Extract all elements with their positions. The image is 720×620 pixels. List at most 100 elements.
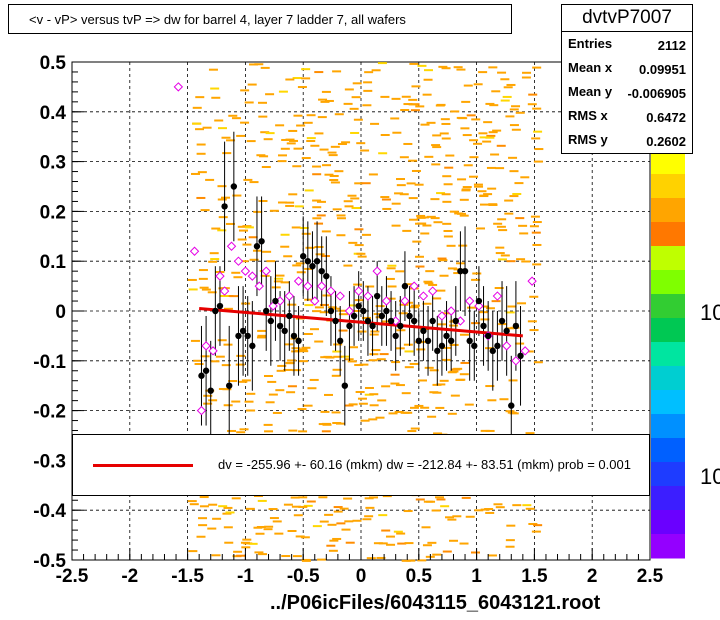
density-cell [361,182,371,185]
density-cell [368,418,378,421]
density-cell [386,543,396,546]
density-cell [508,156,518,159]
density-cell [362,104,372,107]
palette-swatch [651,486,685,511]
density-cell [294,205,304,208]
density-cell [474,509,484,512]
density-cell [386,267,396,270]
stats-row-mean-x: Mean x 0.09951 [562,56,692,80]
density-cell [264,430,274,433]
density-cell [529,225,539,228]
density-cell [445,516,455,519]
density-cell [404,350,414,353]
density-cell [303,504,313,507]
density-cell [312,206,322,209]
data-point [508,402,515,409]
density-cell [405,283,415,286]
density-cell [381,529,391,532]
diamond-point [527,276,537,286]
density-cell [207,527,217,530]
density-cell [410,109,420,112]
density-cell [208,399,218,402]
stats-label: Entries [568,36,613,51]
density-cell [307,387,317,390]
data-point [461,267,469,275]
density-cell [400,109,410,112]
density-cell [260,131,270,134]
density-cell [376,556,386,559]
density-cell [463,164,473,167]
density-cell [253,249,263,252]
density-cell [485,102,495,105]
density-cell [435,406,445,409]
density-cell [303,121,313,124]
density-cell [529,295,539,298]
x-tick-label: 2.5 [637,566,664,587]
density-cell [284,343,294,346]
density-cell [208,503,218,506]
density-cell [344,88,354,91]
density-cell [347,360,357,363]
density-cell [454,212,464,215]
density-cell [359,363,369,366]
diamond-point [233,256,244,266]
density-cell [306,500,316,503]
density-cell [224,541,234,544]
density-cell [496,144,506,147]
density-cell [439,379,449,382]
density-cell [293,114,303,117]
x-tick-label: -1.5 [171,566,204,587]
density-cell [491,300,501,303]
density-cell [486,166,496,169]
density-cell [201,288,211,291]
density-cell [208,68,218,71]
data-point [392,332,399,340]
density-cell [248,542,258,545]
density-cell [525,432,535,435]
density-cell [281,138,291,141]
density-cell [349,107,359,110]
density-cell [196,152,206,155]
density-cell [533,160,543,163]
density-cell [208,260,218,263]
density-cell [348,346,358,349]
density-cell [432,134,442,137]
density-cell [241,546,251,549]
density-cell [223,343,233,346]
density-cell [324,513,334,516]
density-cell [299,226,309,229]
data-point [466,337,473,345]
density-cell [442,175,452,178]
diamond-point [464,296,475,306]
density-cell [495,506,505,509]
diamond-point [215,271,225,281]
density-cell [522,71,532,74]
density-cell [360,419,370,422]
density-cell [449,343,459,346]
density-cell [505,115,515,118]
density-cell [531,137,541,140]
density-cell [260,66,270,69]
density-cell [325,356,335,359]
density-cell [211,554,221,557]
density-cell [496,225,506,228]
density-cell [373,313,383,316]
density-cell [406,559,416,562]
diamond-point [240,266,251,276]
density-cell [421,526,431,529]
density-cell [259,155,269,158]
density-cell [532,107,542,110]
density-cell [217,339,227,342]
density-cell [285,201,295,204]
x-tick-label: -0.5 [287,566,320,587]
density-cell [457,178,467,181]
density-cell [452,515,462,518]
density-cell [377,62,387,65]
diamond-point [363,291,373,301]
density-cell [426,500,436,503]
data-point [295,337,302,345]
density-cell [291,369,301,372]
density-cell [297,408,307,411]
density-cell [532,243,542,246]
density-cell [333,343,343,346]
